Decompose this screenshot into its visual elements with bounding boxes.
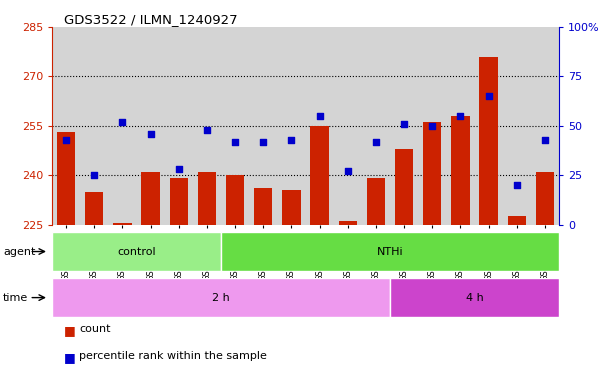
- Point: [456, 113, 466, 119]
- FancyBboxPatch shape: [52, 278, 390, 317]
- Text: time: time: [3, 293, 28, 303]
- Point: [512, 182, 522, 188]
- Text: agent: agent: [3, 247, 35, 257]
- FancyBboxPatch shape: [390, 278, 559, 317]
- Bar: [254, 189, 273, 225]
- FancyBboxPatch shape: [52, 232, 221, 271]
- Bar: [310, 126, 329, 225]
- Bar: [423, 122, 441, 225]
- Point: [89, 172, 99, 178]
- Bar: [113, 223, 131, 225]
- Bar: [282, 190, 301, 225]
- Point: [428, 123, 437, 129]
- Point: [287, 137, 296, 143]
- Point: [315, 113, 324, 119]
- Bar: [57, 132, 75, 225]
- Point: [484, 93, 494, 99]
- Text: count: count: [79, 324, 111, 334]
- Bar: [226, 175, 244, 225]
- Text: ■: ■: [64, 324, 76, 338]
- Point: [230, 139, 240, 145]
- Point: [61, 137, 71, 143]
- Point: [399, 121, 409, 127]
- Text: percentile rank within the sample: percentile rank within the sample: [79, 351, 267, 361]
- Point: [202, 127, 212, 133]
- Bar: [367, 179, 385, 225]
- Text: 4 h: 4 h: [466, 293, 483, 303]
- Text: 2 h: 2 h: [212, 293, 230, 303]
- Point: [540, 137, 550, 143]
- Point: [145, 131, 155, 137]
- Bar: [536, 172, 554, 225]
- Bar: [395, 149, 413, 225]
- Text: control: control: [117, 247, 156, 257]
- Point: [371, 139, 381, 145]
- Bar: [141, 172, 159, 225]
- Bar: [480, 56, 498, 225]
- Point: [117, 119, 127, 125]
- Bar: [452, 116, 470, 225]
- Text: GDS3522 / ILMN_1240927: GDS3522 / ILMN_1240927: [64, 13, 238, 26]
- Bar: [85, 192, 103, 225]
- Bar: [338, 221, 357, 225]
- FancyBboxPatch shape: [221, 232, 559, 271]
- Bar: [508, 217, 526, 225]
- Text: NTHi: NTHi: [377, 247, 403, 257]
- Text: ■: ■: [64, 351, 76, 364]
- Bar: [198, 172, 216, 225]
- Point: [174, 166, 184, 172]
- Bar: [170, 179, 188, 225]
- Point: [343, 168, 353, 174]
- Point: [258, 139, 268, 145]
